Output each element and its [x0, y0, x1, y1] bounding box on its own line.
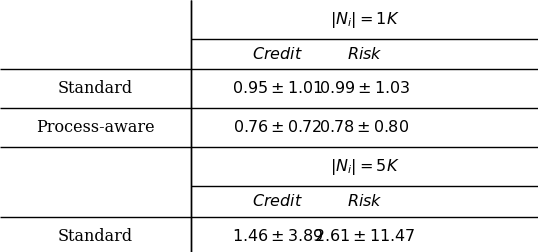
Text: $0.99 \pm 1.03$: $0.99 \pm 1.03$ — [318, 80, 410, 97]
Text: $\mathit{Risk}$: $\mathit{Risk}$ — [346, 193, 383, 210]
Text: Process-aware: Process-aware — [36, 119, 155, 136]
Text: $\mathit{Credit}$: $\mathit{Credit}$ — [252, 46, 303, 63]
Text: $|N_i| = 1K$: $|N_i| = 1K$ — [330, 10, 399, 29]
Text: $\mathit{Credit}$: $\mathit{Credit}$ — [252, 193, 303, 210]
Text: $0.95 \pm 1.01$: $0.95 \pm 1.01$ — [232, 80, 323, 97]
Text: $1.46 \pm 3.89$: $1.46 \pm 3.89$ — [232, 228, 323, 245]
Text: $0.76 \pm 0.72$: $0.76 \pm 0.72$ — [233, 119, 322, 136]
Text: Standard: Standard — [58, 80, 133, 97]
Text: $\mathit{Risk}$: $\mathit{Risk}$ — [346, 46, 383, 63]
Text: $0.78 \pm 0.80$: $0.78 \pm 0.80$ — [320, 119, 409, 136]
Text: $2.61 \pm 11.47$: $2.61 \pm 11.47$ — [314, 228, 415, 245]
Text: Standard: Standard — [58, 228, 133, 245]
Text: $|N_i| = 5K$: $|N_i| = 5K$ — [330, 157, 399, 177]
